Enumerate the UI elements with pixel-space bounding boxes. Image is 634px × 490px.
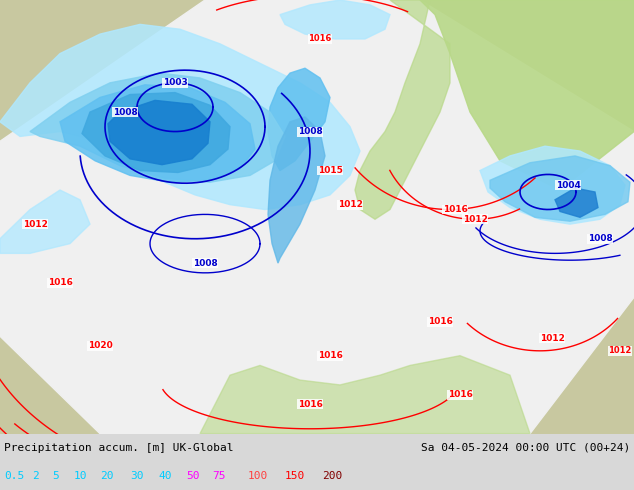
Polygon shape (480, 146, 625, 224)
Text: Sa 04-05-2024 00:00 UTC (00+24): Sa 04-05-2024 00:00 UTC (00+24) (421, 443, 630, 453)
Text: 1012: 1012 (608, 346, 631, 355)
Polygon shape (108, 100, 210, 165)
Text: 1012: 1012 (463, 215, 488, 224)
Polygon shape (555, 188, 598, 217)
Polygon shape (355, 0, 450, 219)
Polygon shape (268, 68, 330, 171)
Polygon shape (60, 85, 255, 182)
Polygon shape (30, 73, 285, 182)
Text: 1008: 1008 (297, 127, 322, 136)
Text: 1004: 1004 (555, 181, 581, 190)
Polygon shape (0, 24, 360, 210)
Polygon shape (490, 156, 630, 221)
Text: 1020: 1020 (87, 342, 112, 350)
Polygon shape (268, 117, 325, 263)
Text: 50: 50 (186, 471, 200, 481)
Text: 1016: 1016 (297, 400, 323, 409)
Polygon shape (0, 0, 634, 434)
Text: 75: 75 (212, 471, 226, 481)
Text: 200: 200 (322, 471, 342, 481)
Text: 1016: 1016 (448, 390, 472, 399)
Text: 10: 10 (74, 471, 87, 481)
Text: 1016: 1016 (308, 34, 332, 44)
Text: 100: 100 (248, 471, 268, 481)
Text: 1016: 1016 (48, 278, 72, 287)
Polygon shape (200, 356, 530, 434)
Text: 5: 5 (52, 471, 59, 481)
Text: 1016: 1016 (443, 205, 467, 214)
Text: 1003: 1003 (163, 78, 188, 87)
Polygon shape (82, 93, 230, 172)
Text: 20: 20 (100, 471, 113, 481)
Text: 40: 40 (158, 471, 172, 481)
Polygon shape (420, 0, 634, 190)
Text: 1008: 1008 (588, 234, 612, 243)
Text: 1012: 1012 (540, 334, 564, 343)
Text: 1016: 1016 (427, 317, 453, 326)
Text: 150: 150 (285, 471, 305, 481)
Text: Precipitation accum. [m] UK-Global: Precipitation accum. [m] UK-Global (4, 443, 233, 453)
Text: 1008: 1008 (113, 108, 138, 117)
Text: 1015: 1015 (318, 166, 342, 175)
Text: 30: 30 (130, 471, 143, 481)
Text: 2: 2 (32, 471, 39, 481)
Text: 1008: 1008 (193, 259, 217, 268)
Text: 1012: 1012 (337, 200, 363, 209)
Text: 1016: 1016 (318, 351, 342, 360)
Text: 0.5: 0.5 (4, 471, 24, 481)
Polygon shape (280, 0, 390, 39)
Text: 1012: 1012 (23, 220, 48, 229)
Polygon shape (0, 190, 90, 253)
